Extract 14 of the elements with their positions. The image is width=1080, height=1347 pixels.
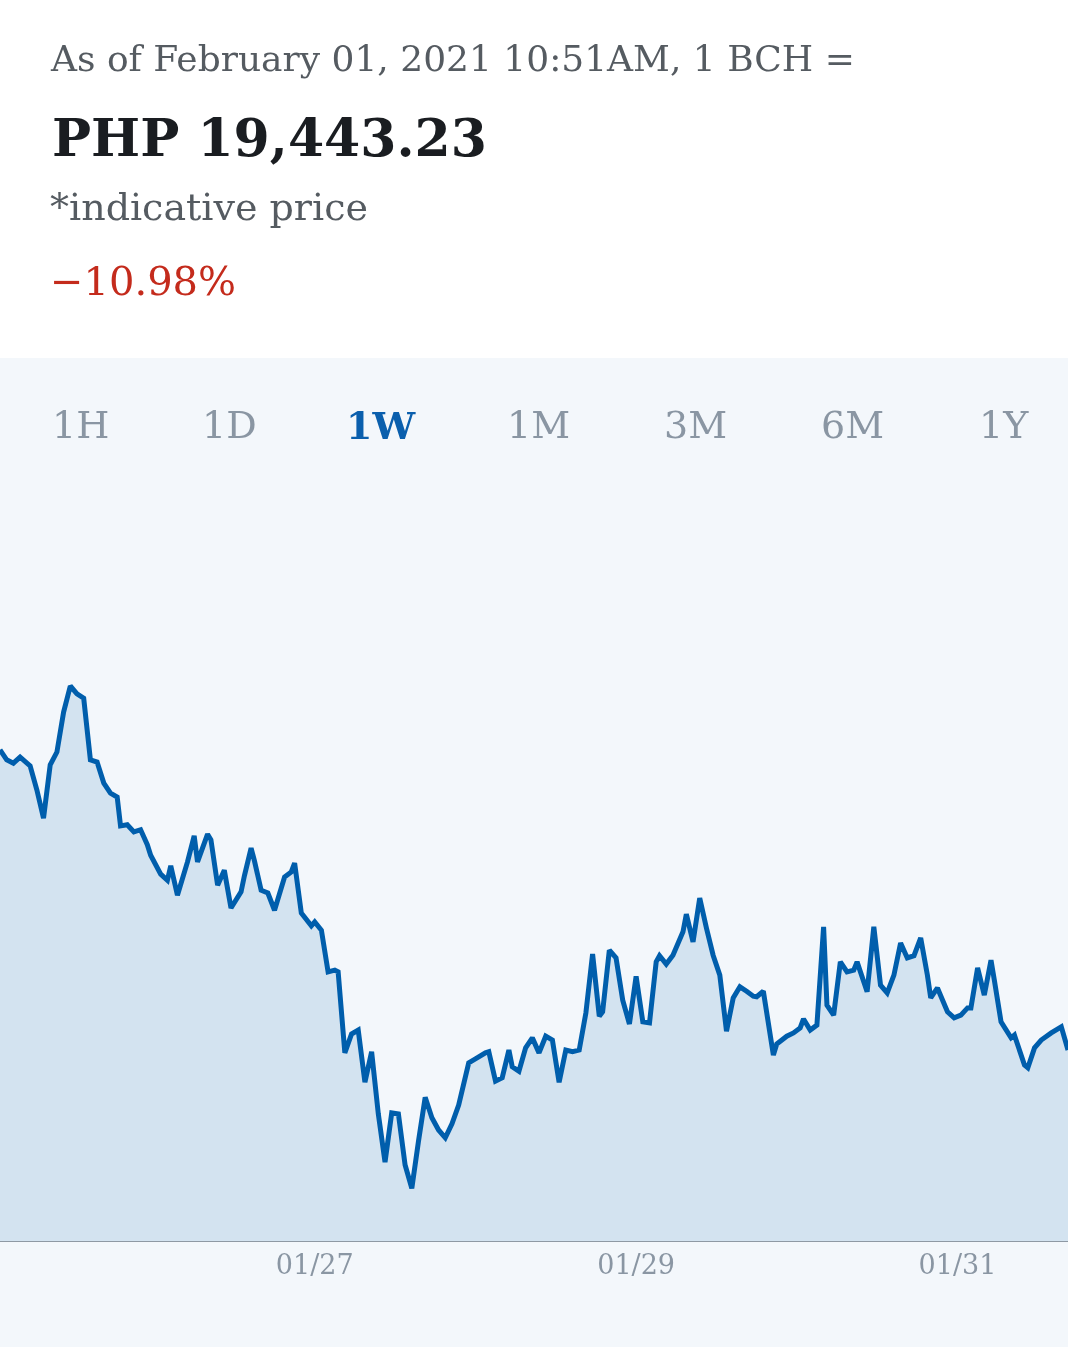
x-tick-label: 01/31 (918, 1249, 997, 1281)
text: 1H (52, 403, 110, 447)
text: 3M (664, 403, 728, 447)
text: −10.98% (50, 258, 237, 304)
x-tick-label: 01/27 (275, 1249, 354, 1281)
text: 1M (507, 403, 571, 447)
text: 1W (346, 403, 417, 448)
chart-title: PHP 19,443.23 (52, 107, 487, 169)
chart-subtitle: As of February 01, 2021 10:51AM, 1 BCH = (50, 38, 855, 79)
text: 6M (821, 403, 885, 447)
text: 1D (202, 403, 257, 447)
text: 1Y (979, 403, 1030, 447)
x-tick-label: 01/29 (597, 1249, 676, 1281)
text: *indicative price (50, 185, 368, 229)
